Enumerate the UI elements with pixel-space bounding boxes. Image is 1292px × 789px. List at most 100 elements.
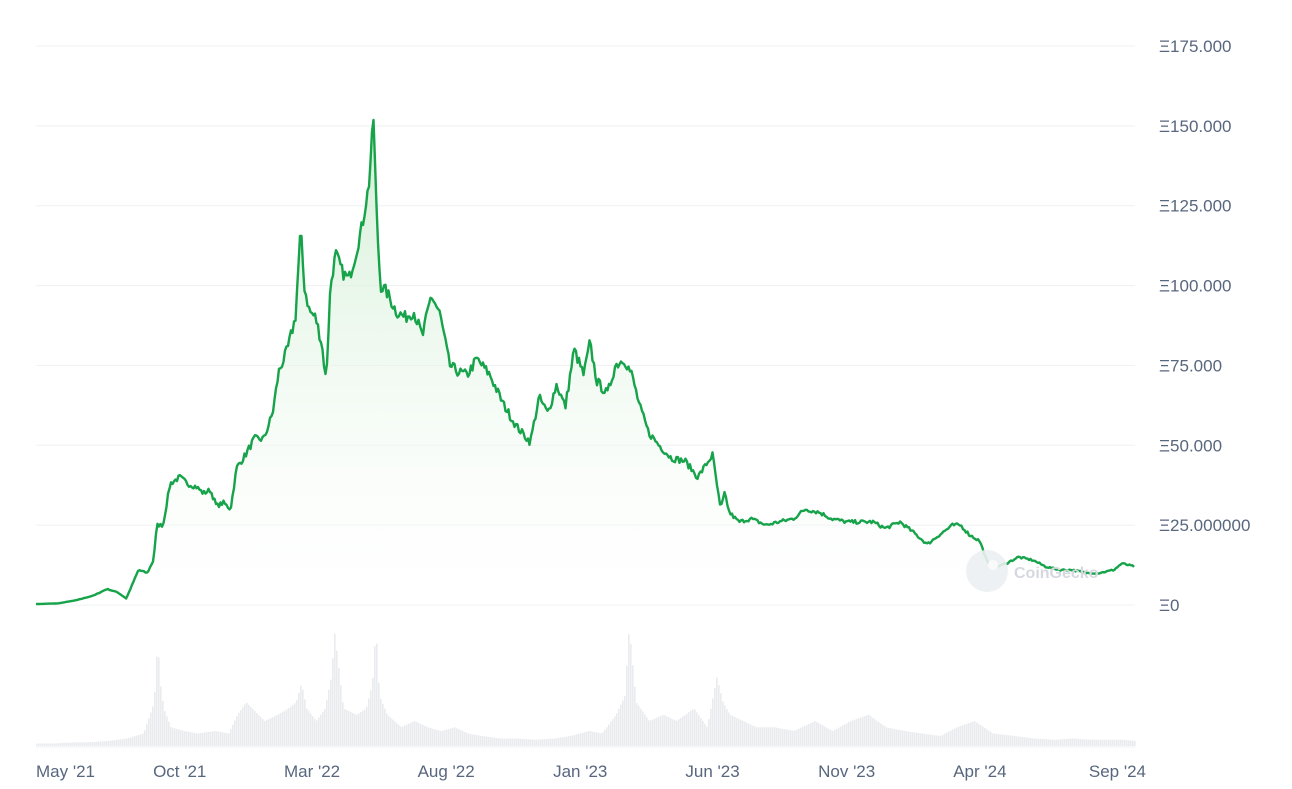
- volume-bar: [1118, 739, 1120, 746]
- volume-bar: [620, 704, 622, 746]
- volume-bar: [484, 736, 486, 746]
- volume-bar: [348, 711, 350, 746]
- volume-bar: [244, 704, 246, 746]
- volume-bar: [360, 712, 362, 746]
- volume-bar: [784, 729, 786, 746]
- volume-bar: [556, 738, 558, 746]
- volume-bar: [1002, 734, 1004, 746]
- volume-bar: [1096, 739, 1098, 746]
- volume-bar: [714, 688, 716, 746]
- volume-bar: [40, 743, 42, 746]
- y-axis-labels: Ξ175.000 Ξ150.000 Ξ125.000 Ξ100.000 Ξ75.000 Ξ…: [1159, 37, 1250, 615]
- volume-bar: [222, 732, 224, 746]
- volume-bar: [390, 717, 392, 746]
- volume-bar: [106, 741, 108, 746]
- volume-bar: [584, 732, 586, 746]
- volume-bar: [808, 723, 810, 746]
- volume-bar: [294, 703, 296, 746]
- volume-bar: [210, 731, 212, 746]
- volume-bar: [572, 735, 574, 746]
- volume-bar: [874, 719, 876, 746]
- volume-bar: [916, 732, 918, 746]
- volume-bars: [36, 633, 1136, 746]
- volume-bar: [566, 736, 568, 746]
- volume-bar: [976, 722, 978, 746]
- volume-bar: [930, 734, 932, 746]
- volume-bar: [914, 732, 916, 746]
- y-tick-label: Ξ0: [1159, 596, 1180, 615]
- volume-bar: [800, 727, 802, 746]
- volume-bar: [522, 738, 524, 746]
- volume-bar: [1018, 736, 1020, 746]
- volume-bar: [310, 713, 312, 746]
- volume-bar: [442, 730, 444, 746]
- volume-bar: [356, 714, 358, 746]
- volume-bar: [794, 730, 796, 746]
- volume-bar: [1032, 738, 1034, 746]
- volume-bar: [722, 701, 724, 746]
- volume-bar: [884, 726, 886, 746]
- volume-bar: [490, 737, 492, 746]
- volume-bar: [434, 729, 436, 746]
- volume-bar: [974, 721, 976, 746]
- volume-bar: [622, 700, 624, 746]
- volume-bar: [638, 705, 640, 746]
- volume-bar: [504, 738, 506, 746]
- volume-bar: [354, 713, 356, 746]
- volume-bar: [296, 700, 298, 746]
- volume-bar: [956, 727, 958, 746]
- volume-bar: [50, 743, 52, 746]
- volume-bar: [1028, 737, 1030, 746]
- volume-bar: [554, 738, 556, 746]
- volume-bar: [254, 710, 256, 746]
- volume-bar: [728, 712, 730, 746]
- volume-bar: [372, 678, 374, 746]
- volume-bar: [1024, 737, 1026, 746]
- volume-bar: [774, 727, 776, 746]
- volume-bar: [900, 730, 902, 746]
- volume-bar: [568, 736, 570, 746]
- volume-bar: [330, 679, 332, 746]
- volume-bar: [288, 708, 290, 746]
- volume-bar: [206, 732, 208, 746]
- volume-bar: [742, 720, 744, 746]
- volume-bar: [1030, 738, 1032, 746]
- volume-bar: [334, 633, 336, 746]
- volume-bar: [46, 743, 48, 746]
- volume-bar: [344, 709, 346, 746]
- y-tick-label: Ξ125.000: [1159, 197, 1232, 216]
- volume-bar: [1066, 738, 1068, 746]
- volume-bar: [278, 714, 280, 746]
- volume-bar: [766, 727, 768, 746]
- volume-bar: [902, 730, 904, 746]
- volume-bar: [534, 739, 536, 746]
- volume-bar: [630, 643, 632, 746]
- volume-bar: [962, 725, 964, 746]
- volume-bar: [364, 709, 366, 746]
- volume-bar: [1094, 739, 1096, 746]
- volume-bar: [704, 723, 706, 746]
- volume-bar: [1074, 738, 1076, 746]
- volume-bar: [226, 733, 228, 746]
- volume-bar: [528, 739, 530, 746]
- volume-bar: [496, 738, 498, 746]
- volume-bar: [664, 715, 666, 746]
- volume-bar: [676, 720, 678, 746]
- volume-bar: [474, 734, 476, 746]
- volume-bar: [116, 739, 118, 746]
- price-line-group: [35, 118, 1135, 606]
- volume-bar: [624, 696, 626, 746]
- volume-bar: [274, 716, 276, 746]
- volume-bar: [822, 725, 824, 746]
- volume-bar: [174, 728, 176, 746]
- volume-bar: [1084, 739, 1086, 746]
- volume-bar: [582, 732, 584, 746]
- volume-bar: [212, 731, 214, 746]
- volume-bar: [136, 735, 138, 746]
- volume-bar: [922, 733, 924, 746]
- volume-bar: [706, 726, 708, 746]
- volume-bar: [1076, 738, 1078, 746]
- volume-bar: [1062, 739, 1064, 746]
- volume-bar: [750, 724, 752, 746]
- volume-bar: [194, 733, 196, 746]
